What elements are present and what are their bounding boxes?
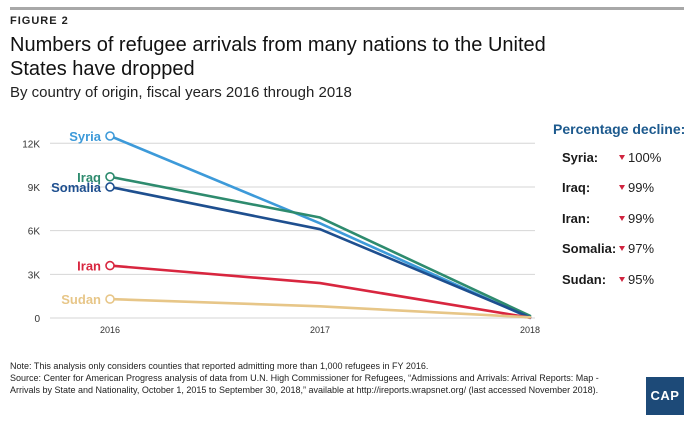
series-line-iraq — [108, 175, 532, 318]
series-line-syria — [108, 134, 532, 320]
decline-value: 99% — [628, 211, 655, 226]
chart-subtitle: By country of origin, fiscal years 2016 … — [10, 84, 352, 101]
y-tick-label: 3K — [28, 270, 41, 281]
series-label-sudan: Sudan — [61, 292, 101, 307]
decline-value: 100% — [628, 150, 662, 165]
series-line-sudan — [108, 297, 532, 319]
decline-row: Iraq: 99% — [562, 180, 672, 198]
note-text: Note: This analysis only considers count… — [10, 361, 429, 371]
x-tick-label: 2018 — [520, 325, 540, 335]
down-arrow-icon — [619, 277, 625, 282]
decline-value: 99% — [628, 180, 655, 195]
decline-country: Iraq: — [562, 180, 591, 195]
top-rule — [10, 7, 684, 10]
decline-country: Somalia: — [562, 241, 617, 256]
series-label-syria: Syria — [69, 129, 102, 144]
decline-value: 95% — [628, 272, 655, 287]
chart-title: Numbers of refugee arrivals from many na… — [10, 34, 546, 80]
grid-lines — [50, 142, 535, 319]
series-start-marker — [105, 171, 115, 182]
down-arrow-icon — [619, 155, 625, 160]
decline-row: Sudan: 95% — [562, 272, 672, 290]
series-start-marker — [105, 182, 115, 192]
figure-label: FIGURE 2 — [10, 15, 69, 27]
x-axis-ticks: 2016 2017 2018 — [100, 325, 540, 335]
decline-country: Iran: — [562, 211, 591, 226]
y-tick-label: 0 — [34, 314, 40, 325]
series-start-marker — [105, 260, 115, 271]
decline-country: Syria: — [562, 150, 599, 165]
x-tick-label: 2016 — [100, 325, 120, 335]
series-line-somalia — [108, 185, 532, 319]
cap-logo: CAP — [646, 377, 684, 415]
notes: Note: This analysis only considers count… — [10, 360, 630, 396]
y-tick-label: 6K — [28, 227, 41, 238]
decline-row: Somalia: 97% — [562, 241, 672, 259]
decline-country: Sudan: — [562, 272, 607, 287]
y-tick-label: 9K — [28, 183, 41, 194]
series-label-iran: Iran — [77, 259, 101, 274]
series-start-marker — [105, 131, 115, 141]
line-chart: 0 3K 6K 9K 12K 2016 2017 2018 Syria IraqSomalia… — [22, 129, 540, 335]
series-lines — [105, 131, 532, 320]
series-label-somalia: Somalia — [51, 180, 102, 195]
down-arrow-icon — [619, 216, 625, 221]
decline-legend-title: Percentage decline: — [553, 121, 686, 137]
y-tick-label: 12K — [22, 139, 40, 150]
series-label-iraq: Iraq — [77, 170, 101, 185]
source-text: Source: Center for American Progress ana… — [10, 373, 599, 395]
series-start-marker — [105, 294, 115, 304]
decline-value: 97% — [628, 241, 655, 256]
down-arrow-icon — [619, 185, 625, 190]
decline-row: Iran: 99% — [562, 211, 672, 229]
series-line-iran — [108, 264, 532, 320]
decline-row: Syria: 100% — [562, 150, 672, 168]
down-arrow-icon — [619, 246, 625, 251]
y-axis-ticks: 0 3K 6K 9K 12K — [22, 139, 40, 325]
x-tick-label: 2017 — [310, 325, 330, 335]
